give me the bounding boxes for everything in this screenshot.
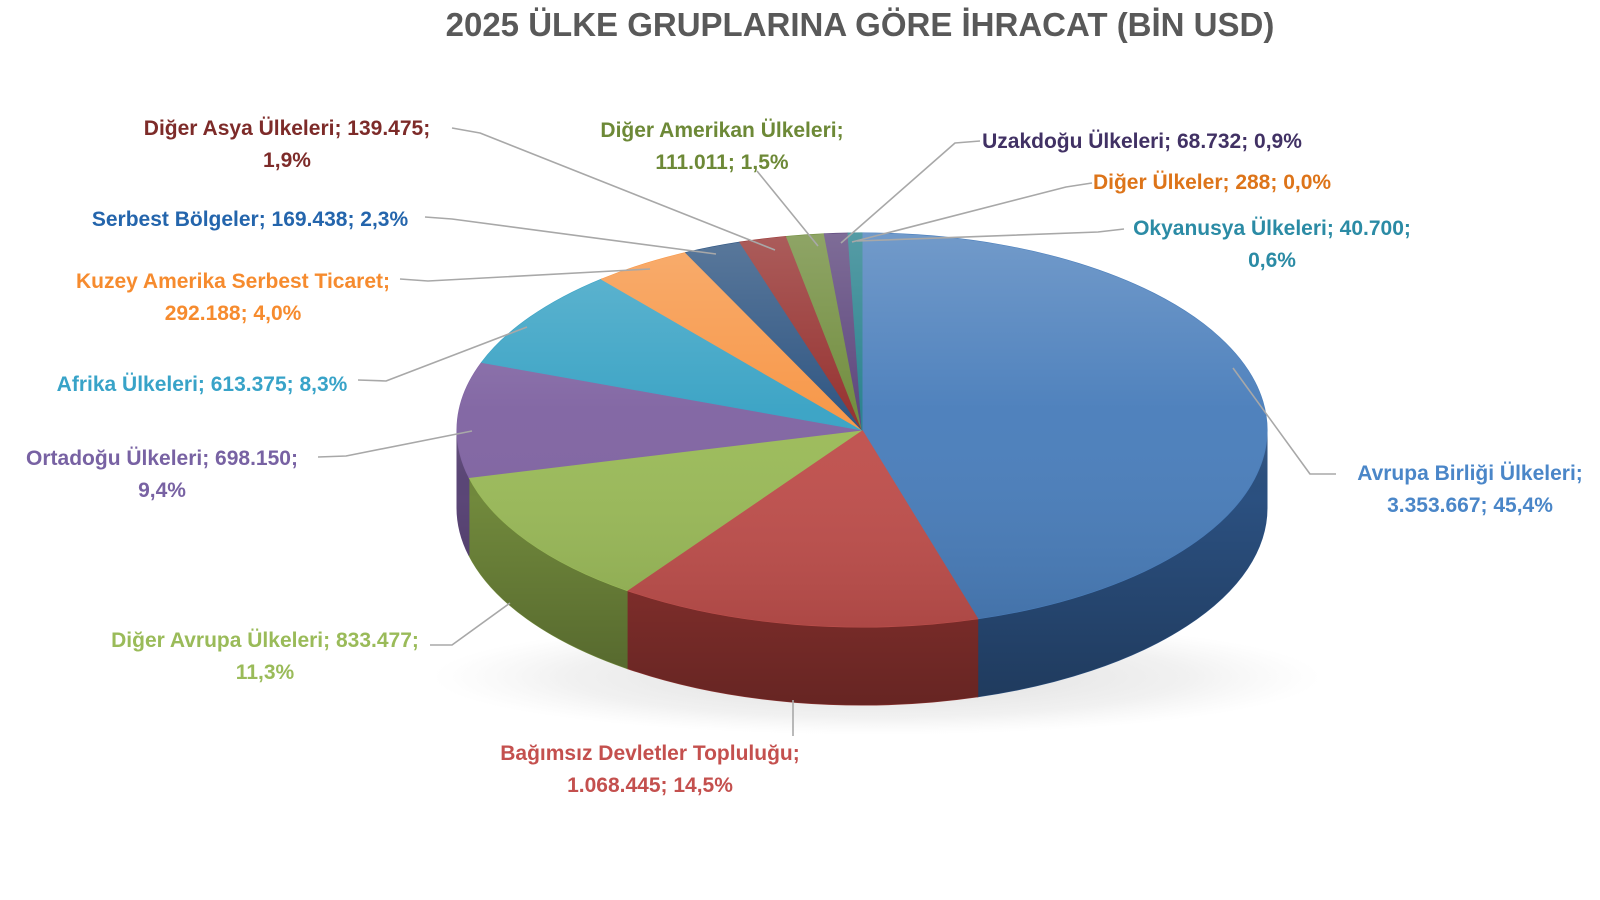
slice-label-line: 0,6% [1248, 249, 1296, 272]
slice-label-line: Bağımsız Devletler Topluluğu; [500, 742, 800, 765]
slice-label-afrika: Afrika Ülkeleri; 613.375; 8,3% [57, 369, 348, 401]
side-shading-overlay [457, 430, 1267, 705]
chart-title: 2025 ÜLKE GRUPLARINA GÖRE İHRACAT (BİN U… [445, 6, 1275, 43]
label-leader-lines [317, 127, 1336, 736]
leader-line-diger-asya [451, 127, 776, 251]
slice-label-line: Diğer Asya Ülkeleri; 139.475; [143, 117, 431, 140]
slice-label-uzakdogu: Uzakdoğu Ülkeleri; 68.732; 0,9% [982, 126, 1302, 158]
slice-label-line: 11,3% [235, 661, 295, 684]
slice-label-line: Kuzey Amerika Serbest Ticaret; [76, 270, 390, 293]
leader-line-kuzey-amerika [399, 268, 651, 282]
leader-line-serbest-bolgeler [424, 216, 717, 255]
slice-label-line: Uzakdoğu Ülkeleri; 68.732; 0,9% [982, 130, 1302, 153]
slice-label-line: Okyanusya Ülkeleri; 40.700; [1133, 217, 1411, 240]
leader-line-afrika [357, 326, 528, 382]
slice-label-line: 1,9% [263, 149, 311, 172]
slice-label-line: 3.353.667; 45,4% [1387, 494, 1553, 517]
slice-label-line: 111.011; 1,5% [655, 151, 789, 174]
slice-label-line: Diğer Amerikan Ülkeleri; [600, 119, 844, 142]
slice-label-line: Avrupa Birliği Ülkeleri; [1357, 462, 1583, 485]
slice-label-serbest-bolgeler: Serbest Bölgeler; 169.438; 2,3% [92, 204, 408, 236]
slice-label-ortadogu: Ortadoğu Ülkeleri; 698.150; 9,4% [26, 443, 298, 507]
leader-line-ortadogu [317, 430, 473, 458]
slice-label-diger-ulkeler: Diğer Ülkeler; 288; 0,0% [1093, 167, 1331, 199]
slice-label-avrupa-birligi: Avrupa Birliği Ülkeleri; 3.353.667; 45,4% [1357, 458, 1583, 522]
slice-label-line: 292.188; 4,0% [164, 302, 302, 325]
slice-label-line: Diğer Ülkeler; 288; 0,0% [1092, 171, 1332, 194]
pie-top-slices [456, 232, 1268, 628]
leader-line-diger-avrupa [430, 602, 511, 646]
leader-line-diger-amerikan [756, 170, 819, 247]
slice-label-bagimsiz-devletler: Bağımsız Devletler Topluluğu; 1.068.445; … [500, 738, 799, 802]
slice-label-okyanusya: Okyanusya Ülkeleri; 40.700; 0,6% [1133, 213, 1411, 277]
slice-label-line: 1.068.445; 14,5% [567, 774, 733, 797]
leader-line-diger-ulkeler [851, 182, 1093, 243]
slice-label-kuzey-amerika: Kuzey Amerika Serbest Ticaret; 292.188; 4… [76, 266, 390, 330]
slice-label-line: Serbest Bölgeler; 169.438; 2,3% [91, 208, 409, 231]
leader-line-uzakdogu [840, 140, 981, 244]
leader-line-okyanusya [856, 228, 1125, 242]
slice-label-line: Afrika Ülkeleri; 613.375; 8,3% [56, 373, 348, 396]
slice-label-line: 9,4% [138, 479, 186, 502]
top-sheen-overlay [457, 233, 1267, 627]
slice-label-diger-avrupa: Diğer Avrupa Ülkeleri; 833.477; 11,3% [111, 625, 419, 689]
slice-label-diger-amerikan: Diğer Amerikan Ülkeleri; 111.011; 1,5% [600, 115, 843, 179]
slice-label-line: Ortadoğu Ülkeleri; 698.150; [26, 447, 298, 470]
leader-line-avrupa-birligi [1232, 367, 1336, 475]
slice-label-diger-asya: Diğer Asya Ülkeleri; 139.475; 1,9% [144, 113, 430, 177]
slice-label-line: Diğer Avrupa Ülkeleri; 833.477; [111, 629, 419, 652]
